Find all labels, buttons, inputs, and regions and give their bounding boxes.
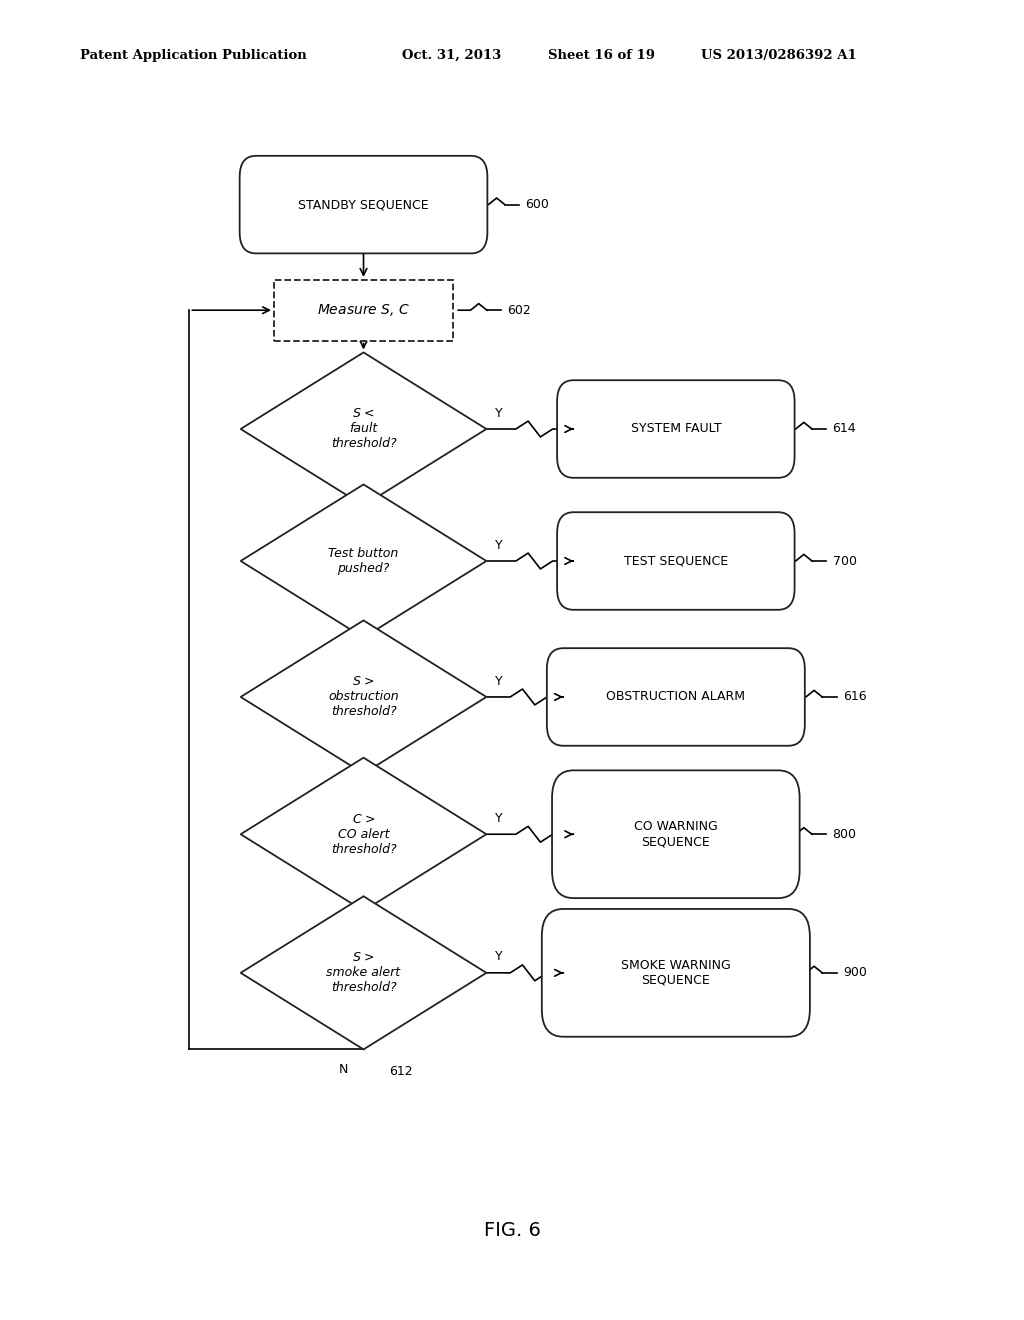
- FancyBboxPatch shape: [557, 512, 795, 610]
- Polygon shape: [241, 352, 486, 506]
- Polygon shape: [241, 758, 486, 911]
- Text: $S$ >
smoke alert
threshold?: $S$ > smoke alert threshold?: [327, 952, 400, 994]
- Text: 606: 606: [389, 653, 413, 667]
- Text: 614: 614: [833, 422, 856, 436]
- Text: 604: 604: [389, 521, 413, 535]
- FancyBboxPatch shape: [557, 380, 795, 478]
- Text: 700: 700: [833, 554, 856, 568]
- Text: $S$ <
fault
threshold?: $S$ < fault threshold?: [331, 408, 396, 450]
- Text: N: N: [338, 924, 348, 937]
- Text: 900: 900: [843, 966, 866, 979]
- Text: Y: Y: [495, 539, 502, 552]
- FancyBboxPatch shape: [240, 156, 487, 253]
- Text: US 2013/0286392 A1: US 2013/0286392 A1: [701, 49, 857, 62]
- Text: Sheet 16 of 19: Sheet 16 of 19: [548, 49, 654, 62]
- Polygon shape: [241, 896, 486, 1049]
- Text: SMOKE WARNING
SEQUENCE: SMOKE WARNING SEQUENCE: [621, 958, 731, 987]
- Text: N: N: [338, 1063, 348, 1076]
- Text: Y: Y: [495, 675, 502, 688]
- Polygon shape: [241, 620, 486, 774]
- Text: Oct. 31, 2013: Oct. 31, 2013: [402, 49, 502, 62]
- Text: $S$ >
obstruction
threshold?: $S$ > obstruction threshold?: [329, 676, 398, 718]
- Text: Y: Y: [495, 407, 502, 420]
- Text: OBSTRUCTION ALARM: OBSTRUCTION ALARM: [606, 690, 745, 704]
- Text: 602: 602: [508, 304, 531, 317]
- Text: Y: Y: [495, 812, 502, 825]
- Text: 610: 610: [389, 927, 413, 940]
- Text: Y: Y: [495, 950, 502, 964]
- Text: FIG. 6: FIG. 6: [483, 1221, 541, 1239]
- Text: 616: 616: [843, 690, 866, 704]
- Text: Patent Application Publication: Patent Application Publication: [80, 49, 306, 62]
- Text: SYSTEM FAULT: SYSTEM FAULT: [631, 422, 721, 436]
- Text: STANDBY SEQUENCE: STANDBY SEQUENCE: [298, 198, 429, 211]
- Text: 800: 800: [833, 828, 856, 841]
- Text: N: N: [338, 787, 348, 800]
- FancyBboxPatch shape: [552, 771, 800, 898]
- Text: N: N: [338, 519, 348, 532]
- Bar: [273, 280, 453, 341]
- Text: 608: 608: [389, 789, 413, 803]
- Text: Measure $S$, $C$: Measure $S$, $C$: [317, 302, 410, 318]
- Text: 600: 600: [525, 198, 549, 211]
- Text: 612: 612: [389, 1065, 413, 1078]
- Text: N: N: [338, 651, 348, 664]
- Text: TEST SEQUENCE: TEST SEQUENCE: [624, 554, 728, 568]
- Text: Test button
pushed?: Test button pushed?: [329, 546, 398, 576]
- FancyBboxPatch shape: [542, 909, 810, 1036]
- Text: $C$ >
CO alert
threshold?: $C$ > CO alert threshold?: [331, 813, 396, 855]
- Text: CO WARNING
SEQUENCE: CO WARNING SEQUENCE: [634, 820, 718, 849]
- Polygon shape: [241, 484, 486, 638]
- FancyBboxPatch shape: [547, 648, 805, 746]
